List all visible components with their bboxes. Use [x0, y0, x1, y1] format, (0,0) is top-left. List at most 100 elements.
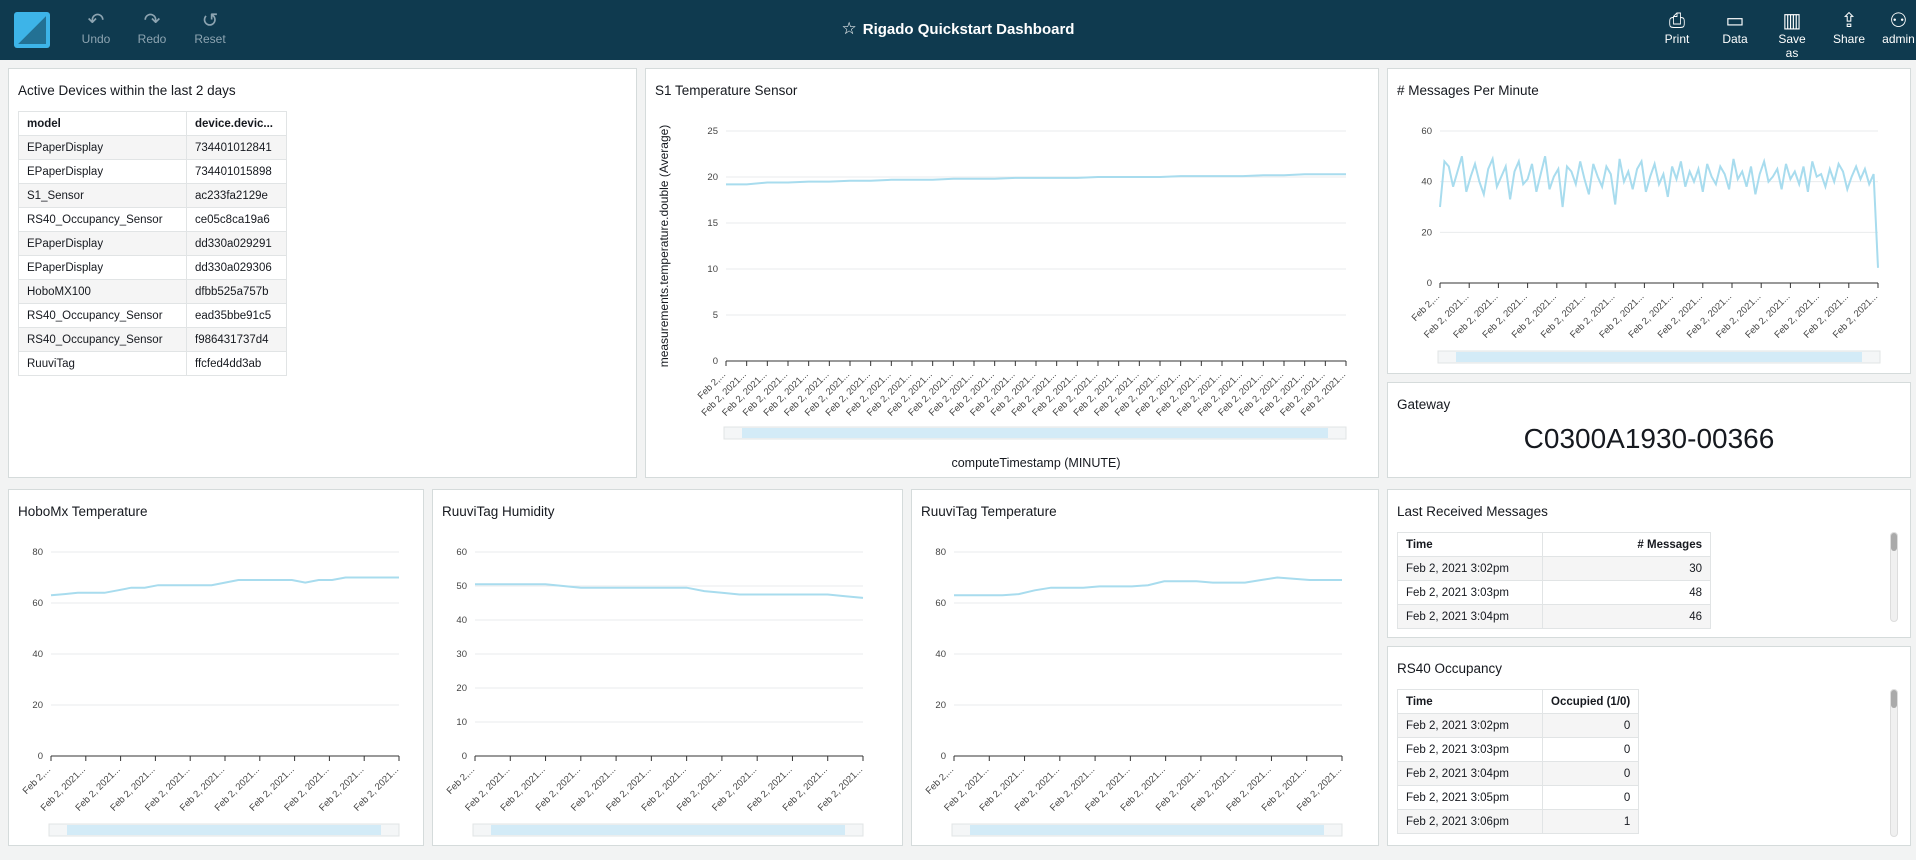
- table-cell: Feb 2, 2021 3:04pm: [1397, 604, 1543, 629]
- y-tick-label: 60: [1421, 126, 1432, 137]
- table-row[interactable]: Feb 2, 2021 3:04pm 0: [1397, 761, 1640, 786]
- panel-title: RS40 Occupancy: [1397, 661, 1503, 676]
- column-header-device[interactable]: device.devic...: [186, 111, 287, 136]
- y-tick-label: 80: [32, 547, 43, 558]
- panel-title: RuuviTag Humidity: [442, 504, 555, 519]
- column-header-model[interactable]: model: [18, 111, 187, 136]
- table-row[interactable]: Feb 2, 2021 3:04pm 46: [1397, 604, 1711, 629]
- table-cell: RS40_Occupancy_Sensor: [18, 327, 187, 352]
- table-row[interactable]: EPaperDisplay dd330a029306: [18, 255, 287, 280]
- series-line[interactable]: [475, 583, 864, 599]
- x-scroll-thumb[interactable]: [970, 825, 1324, 835]
- vertical-scrollbar[interactable]: [1890, 689, 1898, 837]
- table-cell: ffcfed4dd3ab: [186, 351, 287, 376]
- table-cell: EPaperDisplay: [18, 135, 187, 160]
- hobomx-temperature-panel: HoboMx Temperature 0 20 40 60 80 Feb 2,... Feb…: [8, 489, 424, 846]
- share-button[interactable]: ⇪ Share: [1833, 10, 1866, 46]
- occupancy-table: Time Occupied (1/0) Feb 2, 2021 3:02pm 0 F…: [1397, 689, 1640, 834]
- data-icon: ▭: [1725, 10, 1745, 32]
- scrollbar-thumb[interactable]: [1891, 690, 1897, 708]
- table-cell: 48: [1542, 580, 1711, 605]
- y-tick-label: 20: [707, 172, 718, 183]
- series-line[interactable]: [50, 576, 399, 597]
- table-cell: 0: [1541, 713, 1640, 738]
- vertical-scrollbar[interactable]: [1890, 532, 1898, 622]
- series-line[interactable]: [954, 576, 1342, 597]
- x-scroll-thumb[interactable]: [742, 428, 1328, 438]
- table-row[interactable]: Feb 2, 2021 3:02pm 30: [1397, 556, 1711, 581]
- table-row[interactable]: HoboMX100 dfbb525a757b: [18, 279, 287, 304]
- y-tick-label: 20: [456, 683, 467, 694]
- table-cell: RuuviTag: [18, 351, 187, 376]
- table-cell: 0: [1541, 785, 1640, 810]
- table-cell: RS40_Occupancy_Sensor: [18, 303, 187, 328]
- y-axis-title: measurements.temperature.double (Average…: [657, 125, 671, 368]
- x-scroll-thumb[interactable]: [67, 825, 381, 835]
- save-as-button[interactable]: ▥ Save as: [1771, 10, 1813, 60]
- table-row[interactable]: Feb 2, 2021 3:03pm 0: [1397, 737, 1640, 762]
- undo-icon: ↶: [87, 10, 105, 32]
- table-cell: Feb 2, 2021 3:05pm: [1397, 785, 1543, 810]
- devices-table: model device.devic... EPaperDisplay 73440…: [18, 111, 287, 376]
- table-cell: Feb 2, 2021 3:03pm: [1397, 737, 1543, 762]
- column-header-occupied[interactable]: Occupied (1/0): [1541, 689, 1640, 714]
- x-scroll-thumb[interactable]: [491, 825, 845, 835]
- series-line[interactable]: [1439, 155, 1879, 268]
- y-tick-label: 40: [935, 649, 946, 660]
- table-cell: Feb 2, 2021 3:04pm: [1397, 761, 1543, 786]
- table-row[interactable]: Feb 2, 2021 3:03pm 48: [1397, 580, 1711, 605]
- table-row[interactable]: RS40_Occupancy_Sensor f986431737d4: [18, 327, 287, 352]
- table-row[interactable]: Feb 2, 2021 3:02pm 0: [1397, 713, 1640, 738]
- x-tick-label: Feb 2,...: [445, 764, 477, 796]
- y-tick-label: 0: [713, 356, 718, 367]
- table-row[interactable]: EPaperDisplay 734401015898: [18, 159, 287, 184]
- panel-title: Active Devices within the last 2 days: [18, 83, 236, 98]
- table-row[interactable]: RS40_Occupancy_Sensor ce05c8ca19a6: [18, 207, 287, 232]
- gateway-value: C0300A1930-00366: [1523, 423, 1775, 454]
- last-messages-table: Time # Messages Feb 2, 2021 3:02pm 30 Feb …: [1397, 532, 1711, 629]
- dashboard-title-bar: ☆ Rigado Quickstart Dashboard: [0, 19, 1916, 39]
- table-cell: 0: [1541, 761, 1640, 786]
- x-scroll-thumb[interactable]: [1456, 352, 1862, 362]
- table-cell: dd330a029306: [186, 255, 287, 280]
- table-row[interactable]: Feb 2, 2021 3:06pm 1: [1397, 809, 1640, 834]
- quicksight-logo[interactable]: [14, 12, 50, 48]
- reset-button[interactable]: ↺ Reset: [194, 10, 226, 46]
- y-tick-label: 50: [456, 581, 467, 592]
- table-row[interactable]: RS40_Occupancy_Sensor ead35bbe91c5: [18, 303, 287, 328]
- table-cell: 734401012841: [186, 135, 287, 160]
- table-row[interactable]: Feb 2, 2021 3:05pm 0: [1397, 785, 1640, 810]
- data-button[interactable]: ▭ Data: [1720, 10, 1750, 46]
- redo-icon: ↷: [143, 10, 161, 32]
- undo-button[interactable]: ↶ Undo: [81, 10, 111, 46]
- table-cell: ead35bbe91c5: [186, 303, 287, 328]
- ruuvitag-temperature-panel: RuuviTag Temperature 0 20 40 60 80 Feb 2,... F…: [911, 489, 1379, 846]
- user-menu[interactable]: ⚇ admin: [1882, 10, 1915, 46]
- column-header-time[interactable]: Time: [1397, 532, 1543, 557]
- table-row[interactable]: EPaperDisplay 734401012841: [18, 135, 287, 160]
- y-tick-label: 20: [935, 700, 946, 711]
- favorite-star-icon[interactable]: ☆: [841, 19, 857, 38]
- s1-temperature-panel: S1 Temperature Sensor 0 5 10 15 20 25 Feb 2,..…: [645, 68, 1379, 478]
- x-tick-label: Feb 2,...: [924, 764, 956, 796]
- redo-button[interactable]: ↷ Redo: [137, 10, 167, 46]
- table-row[interactable]: S1_Sensor ac233fa2129e: [18, 183, 287, 208]
- series-line[interactable]: [726, 173, 1346, 186]
- y-tick-label: 0: [1427, 278, 1432, 289]
- print-button[interactable]: ⎙ Print: [1662, 10, 1692, 46]
- table-row[interactable]: RuuviTag ffcfed4dd3ab: [18, 351, 287, 376]
- table-cell: 1: [1541, 809, 1640, 834]
- scrollbar-thumb[interactable]: [1891, 533, 1897, 551]
- rs40-occupancy-panel: RS40 Occupancy Time Occupied (1/0) Feb 2…: [1387, 646, 1911, 846]
- column-header-time[interactable]: Time: [1397, 689, 1543, 714]
- column-header-messages[interactable]: # Messages: [1542, 532, 1711, 557]
- table-row[interactable]: EPaperDisplay dd330a029291: [18, 231, 287, 256]
- y-tick-label: 20: [32, 700, 43, 711]
- panel-title: Last Received Messages: [1397, 504, 1548, 519]
- y-tick-label: 40: [32, 649, 43, 660]
